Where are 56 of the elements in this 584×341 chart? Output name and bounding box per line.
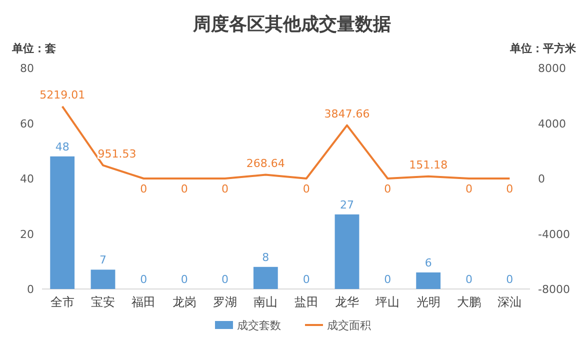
data-label: 268.64 — [246, 156, 285, 170]
data-label: 27 — [340, 198, 354, 212]
x-tick-label: 龙岗 — [172, 295, 196, 309]
x-tick-label: 盐田 — [294, 295, 318, 309]
data-label: 951.53 — [98, 147, 136, 160]
data-label: 3847.66 — [324, 107, 370, 120]
x-tick-label: 大鹏 — [457, 295, 481, 309]
bar — [253, 266, 278, 289]
data-label: 0 — [180, 182, 188, 196]
x-tick-label: 坪山 — [374, 295, 400, 309]
y-tick-label: 60 — [20, 117, 34, 130]
bar — [416, 272, 441, 289]
data-label: 0 — [140, 273, 148, 286]
data-label: 0 — [506, 182, 514, 196]
x-tick-label: 全市 — [50, 295, 74, 309]
data-label: 7 — [100, 254, 106, 267]
y2-axis-title: 单位：平方米 — [509, 42, 577, 55]
y-tick-label: 20 — [20, 228, 34, 241]
x-tick-label: 宝安 — [91, 295, 115, 309]
x-tick-label: 龙华 — [335, 295, 359, 309]
bar — [334, 214, 360, 289]
y2-tick-label: 4000 — [538, 117, 566, 130]
y-tick-label: 40 — [20, 172, 34, 186]
x-tick-label: 福田 — [132, 295, 156, 309]
x-tick-label: 南山 — [254, 295, 278, 309]
y-tick-label: 0 — [27, 283, 34, 296]
data-label: 0 — [302, 273, 310, 286]
bar — [90, 270, 116, 289]
data-label: 0 — [506, 273, 514, 286]
legend-label: 成交套数 — [237, 319, 281, 332]
data-label: 5219.01 — [40, 88, 86, 102]
data-label: 0 — [140, 182, 148, 196]
data-label: 0 — [466, 182, 472, 196]
data-label: 0 — [180, 273, 188, 286]
data-label: 151.18 — [409, 158, 448, 172]
bar — [50, 156, 75, 289]
y2-tick-label: 0 — [538, 172, 545, 186]
data-label: 48 — [55, 140, 70, 154]
y-tick-label: 80 — [20, 62, 34, 75]
legend-label: 成交面积 — [327, 319, 371, 332]
data-label: 0 — [222, 182, 228, 196]
x-tick-label: 罗湖 — [213, 295, 237, 309]
y2-tick-label: 8000 — [538, 62, 566, 75]
data-label: 0 — [384, 182, 392, 196]
y2-tick-label: -4000 — [538, 228, 570, 241]
data-label: 8 — [262, 250, 270, 264]
y2-tick-label: -8000 — [538, 283, 570, 296]
data-label: 0 — [384, 273, 392, 286]
data-label: 0 — [222, 273, 228, 286]
y-axis-title: 单位：套 — [11, 42, 56, 55]
x-tick-label: 深汕 — [498, 295, 522, 309]
chart-title: 周度各区其他成交量数据 — [192, 14, 391, 35]
x-tick-label: 光明 — [416, 295, 440, 309]
data-label: 6 — [424, 256, 432, 270]
data-label: 0 — [302, 182, 310, 196]
data-label: 0 — [466, 273, 472, 286]
